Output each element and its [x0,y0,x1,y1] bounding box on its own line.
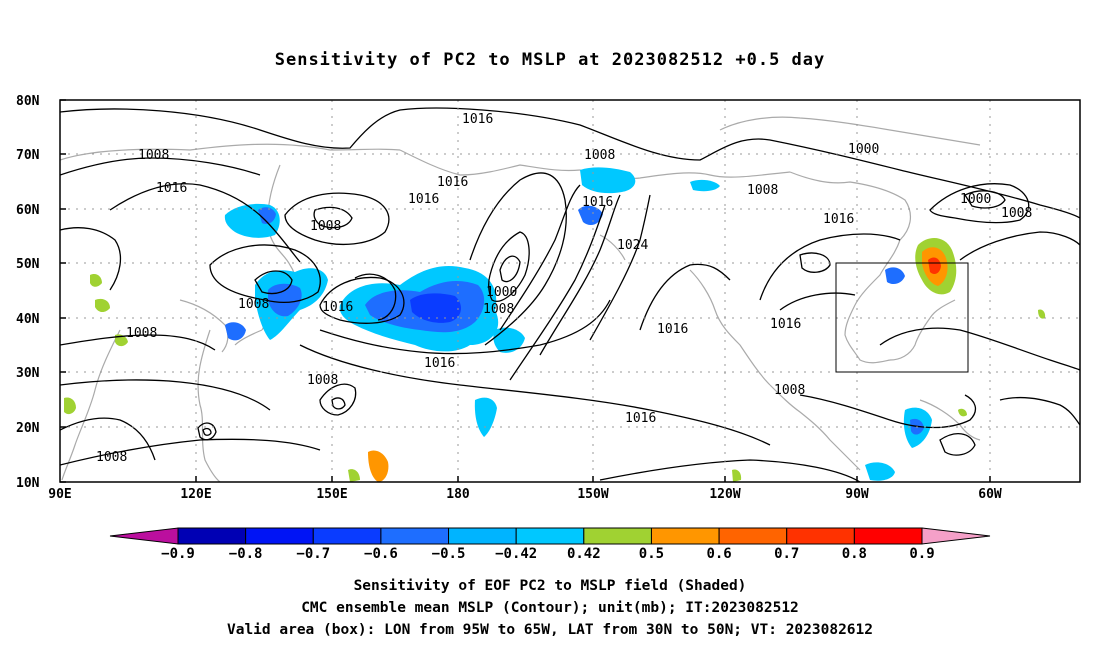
contour-label: 1016 [437,175,468,190]
colorbar-cell [718,527,788,545]
contour-label: 1016 [657,322,688,337]
colorbar-tick-label: −0.6 [364,546,398,562]
contour-label: 1016 [424,356,455,371]
colorbar-cell [177,527,247,545]
colorbar-tick-label: 0.8 [842,546,867,562]
contour-label: 1008 [747,183,778,198]
lon-label: 120E [180,487,211,502]
contour-label: 1008 [126,326,157,341]
colorbar-tick-label: −0.5 [432,546,466,562]
contour-label: 1016 [625,411,656,426]
lon-label: 150E [316,487,347,502]
colorbar-cell [650,527,720,545]
contour-label: 1016 [408,192,439,207]
colorbar-tick-label: −0.8 [229,546,263,562]
valid-area-box [835,262,969,373]
contour-label: 1016 [156,181,187,196]
contour-label: 1008 [138,148,169,163]
axis-ticks [60,99,991,483]
colorbar: −0.9 −0.8 −0.7 −0.6 −0.5 −0.42 0.42 0.5 0.6 0.7 0.… [109,527,991,562]
contour-label: 1008 [310,219,341,234]
contour-label: 1016 [322,300,353,315]
colorbar-tick-label: 0.6 [706,546,731,562]
contour-label: 1024 [617,238,648,253]
colorbar-tick-label: 0.42 [567,546,601,562]
contour-label: 1008 [1001,206,1032,221]
lat-label: 30N [16,366,40,381]
caption-line-contour: CMC ensemble mean MSLP (Contour); unit(m… [301,600,799,616]
lon-label: 60W [978,487,1002,502]
lon-label: 90E [48,487,71,502]
contour-label: 1008 [584,148,615,163]
chart-title: Sensitivity of PC2 to MSLP at 2023082512… [274,50,826,70]
colorbar-cell [380,527,450,545]
contour-label: 1016 [582,195,613,210]
colorbar-right-arrow [921,527,991,545]
lon-label: 150W [577,487,608,502]
contour-label: 1000 [848,142,879,157]
colorbar-tick-label: −0.42 [495,546,537,562]
lon-label: 180 [446,487,470,502]
lon-label: 90W [845,487,869,502]
colorbar-tick-label: 0.7 [774,546,799,562]
contour-label-group: 1016 1008 1016 1016 1008 1016 1008 1016 … [96,112,1032,465]
contour-label: 1008 [238,297,269,312]
lat-label: 60N [16,203,40,218]
lat-label: 40N [16,312,40,327]
contour-label: 1008 [774,383,805,398]
caption-line-shaded: Sensitivity of EOF PC2 to MSLP field (Sh… [353,578,747,594]
contour-label: 1016 [462,112,493,127]
colorbar-cell [245,527,314,545]
lat-label: 70N [16,148,40,163]
mslp-contours [60,107,1080,482]
caption: Sensitivity of EOF PC2 to MSLP field (Sh… [0,575,1100,641]
contour-label: 1000 [960,192,991,207]
lat-label: 20N [16,421,40,436]
lat-label: 10N [16,476,40,491]
contour-label: 1016 [823,212,854,227]
contour-label: 1008 [307,373,338,388]
colorbar-left-arrow [109,527,179,545]
colorbar-tick-label: −0.7 [296,546,330,562]
colorbar-cell [448,527,517,545]
colorbar-cell [583,527,652,545]
colorbar-tick-label: 0.5 [639,546,664,562]
colorbar-cell [312,527,382,545]
latitude-labels: 80N 70N 60N 50N 40N 30N 20N 10N [16,94,40,491]
colorbar-cell [786,527,855,545]
map-frame [59,99,1081,483]
contour-label: 1000 [486,285,517,300]
shaded-sensitivity [64,167,1046,482]
lon-label: 120W [709,487,740,502]
caption-line-valid-area: Valid area (box): LON from 95W to 65W, L… [226,622,873,638]
colorbar-tick-label: 0.9 [909,546,934,562]
colorbar-tick-label: −0.9 [161,546,195,562]
lat-label: 50N [16,257,40,272]
colorbar-cell [515,527,585,545]
contour-label: 1008 [96,450,127,465]
lat-label: 80N [16,94,40,109]
longitude-labels: 90E 120E 150E 180 150W 120W 90W 60W [48,487,1002,502]
colorbar-cell [853,527,923,545]
contour-label: 1016 [770,317,801,332]
contour-label: 1008 [483,302,514,317]
